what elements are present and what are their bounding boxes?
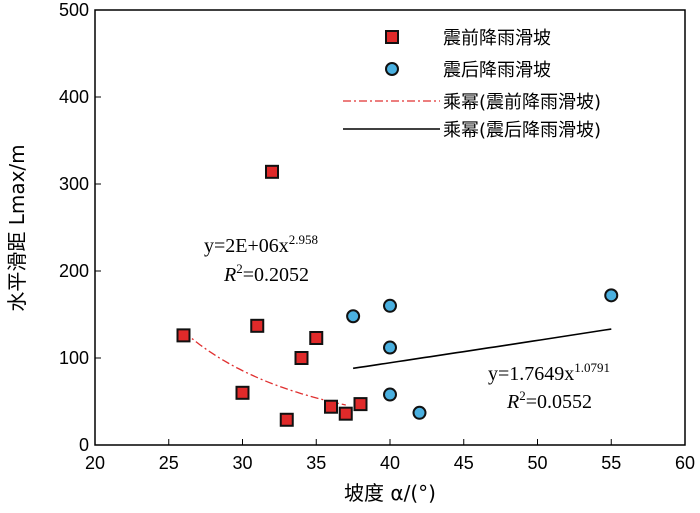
data-point-pre-earthquake [338, 406, 353, 421]
legend-label-pre: 震前降雨滑坡 [443, 28, 551, 49]
data-point-pre-earthquake [309, 330, 324, 345]
fit-curve-post [352, 328, 612, 370]
data-point-pre-earthquake [176, 328, 191, 343]
y-tick-label: 0 [79, 435, 89, 455]
y-tick-label: 300 [59, 174, 89, 194]
data-point-pre-earthquake [294, 351, 309, 365]
x-tick-label: 60 [675, 453, 695, 473]
tick-labels: 20 25 30 35 40 45 50 55 60 0 100 200 300 400 500 [59, 0, 695, 473]
pre-fit-equation: y=2E+06x2.958 [204, 232, 318, 257]
data-point-pre-earthquake [324, 399, 338, 414]
legend-label-post: 震后降雨滑坡 [443, 60, 551, 81]
legend-marker-pre [385, 30, 399, 44]
y-axis-title: 水平滑距 Lmax/m [5, 144, 29, 311]
x-tick-label: 35 [306, 453, 326, 473]
legend-label-pre-fit: 乘幂(震前降雨滑坡) [443, 92, 601, 113]
x-tick-label: 25 [159, 453, 179, 473]
data-point-post-earthquake [604, 288, 619, 303]
legend: 震前降雨滑坡 震后降雨滑坡 乘幂(震前降雨滑坡) 乘幂(震后降雨滑坡) [343, 28, 601, 141]
x-tick-label: 55 [601, 453, 621, 473]
post-fit-equation: y=1.7649x1.0791 [488, 360, 610, 385]
fit-curve-pre [183, 331, 346, 406]
data-point-post-earthquake [383, 340, 397, 355]
axis-ticks [94, 9, 686, 446]
x-axis-title: 坡度 α/(°) [344, 481, 436, 505]
x-tick-label: 40 [380, 453, 400, 473]
data-point-pre-earthquake [265, 164, 279, 179]
x-tick-label: 50 [527, 453, 547, 473]
plot-frame [94, 9, 686, 446]
x-tick-label: 20 [85, 453, 105, 473]
data-point-pre-earthquake [353, 397, 368, 412]
y-tick-label: 400 [59, 87, 89, 107]
pre-fit-r2: R2=0.2052 [223, 261, 309, 286]
data-point-pre-earthquake [279, 412, 294, 427]
data-points [176, 164, 619, 427]
x-tick-label: 45 [454, 453, 474, 473]
data-point-post-earthquake [383, 298, 397, 313]
legend-label-post-fit: 乘幂(震后降雨滑坡) [443, 120, 601, 141]
legend-marker-post [385, 62, 399, 76]
data-point-post-earthquake [346, 309, 361, 324]
post-fit-r2: R2=0.0552 [506, 388, 592, 413]
data-point-post-earthquake [412, 405, 427, 420]
data-point-pre-earthquake [250, 318, 265, 333]
fit-lines [183, 328, 612, 406]
data-point-post-earthquake [383, 387, 397, 402]
x-tick-label: 30 [232, 453, 252, 473]
y-tick-label: 500 [59, 0, 89, 20]
data-point-pre-earthquake [235, 385, 250, 400]
y-tick-label: 100 [59, 348, 89, 368]
y-tick-label: 200 [59, 261, 89, 281]
